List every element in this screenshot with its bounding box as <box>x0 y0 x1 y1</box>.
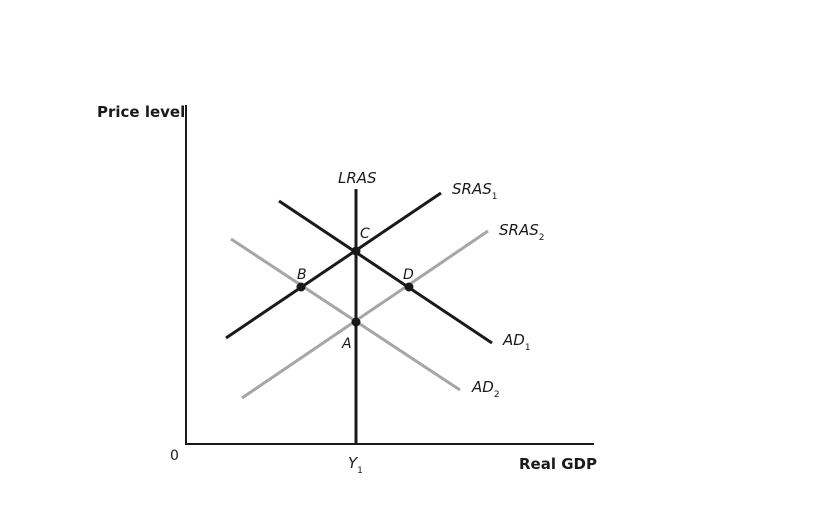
point-c-label: C <box>360 226 370 242</box>
x-axis-title: Real GDP <box>519 455 597 473</box>
y-axis-title: Price level <box>97 103 185 121</box>
sras2-label: SRAS2 <box>499 221 544 243</box>
origin-label: 0 <box>170 448 179 464</box>
point-b-label: B <box>297 267 307 283</box>
ad1-curve <box>278 199 493 345</box>
sras2-curve <box>241 229 489 400</box>
point-b-marker <box>296 282 306 292</box>
y1-label: Y1 <box>348 454 363 476</box>
ad2-curve <box>230 237 461 392</box>
lras-label: LRAS <box>338 169 377 187</box>
sras1-label: SRAS1 <box>452 180 497 202</box>
point-c-marker <box>351 246 361 256</box>
point-d-marker <box>404 282 414 292</box>
ad1-label: AD1 <box>502 331 531 353</box>
point-d-label: D <box>403 267 414 283</box>
ad2-label: AD2 <box>471 378 500 400</box>
point-a-marker <box>351 317 361 327</box>
sras1-curve <box>225 191 442 340</box>
point-a-label: A <box>341 336 352 352</box>
